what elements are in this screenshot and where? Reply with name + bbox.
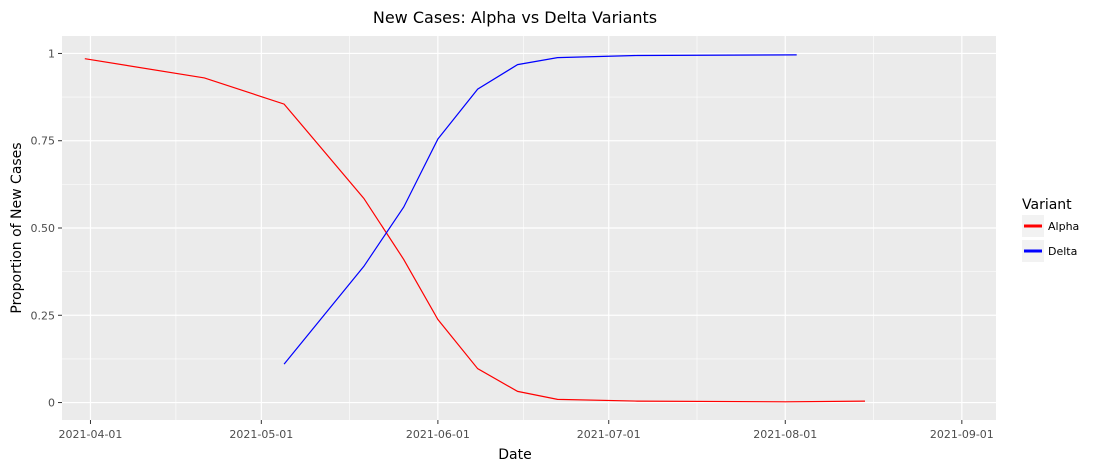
chart-title: New Cases: Alpha vs Delta Variants (373, 8, 657, 27)
series-line-alpha (84, 58, 866, 403)
y-tick-label: 0 (48, 397, 55, 410)
y-tick-label: 0.25 (31, 309, 56, 322)
x-axis-ticks: 2021-04-01 2021-05-01 2021-06-01 2021-07-01… (59, 420, 994, 441)
legend: Variant Alpha Delta (1022, 197, 1079, 262)
legend-label-delta: Delta (1048, 245, 1077, 258)
grid-major (62, 36, 996, 420)
x-tick-label: 2021-09-01 (930, 428, 994, 441)
x-tick-label: 2021-08-01 (753, 428, 817, 441)
x-tick-label: 2021-04-01 (59, 428, 123, 441)
x-tick-label: 2021-05-01 (229, 428, 293, 441)
y-axis-ticks: 0 0.25 0.50 0.75 1 (31, 47, 62, 410)
series-line-delta (283, 54, 797, 365)
legend-title: Variant (1022, 197, 1072, 213)
y-tick-label: 1 (48, 47, 55, 60)
y-tick-label: 0.75 (31, 135, 56, 148)
y-tick-label: 0.50 (31, 222, 56, 235)
x-tick-label: 2021-07-01 (577, 428, 641, 441)
x-tick-label: 2021-06-01 (406, 428, 470, 441)
legend-label-alpha: Alpha (1048, 220, 1079, 233)
y-axis-title: Proportion of New Cases (9, 142, 25, 313)
series-layer (84, 54, 866, 403)
x-axis-title: Date (498, 447, 531, 463)
